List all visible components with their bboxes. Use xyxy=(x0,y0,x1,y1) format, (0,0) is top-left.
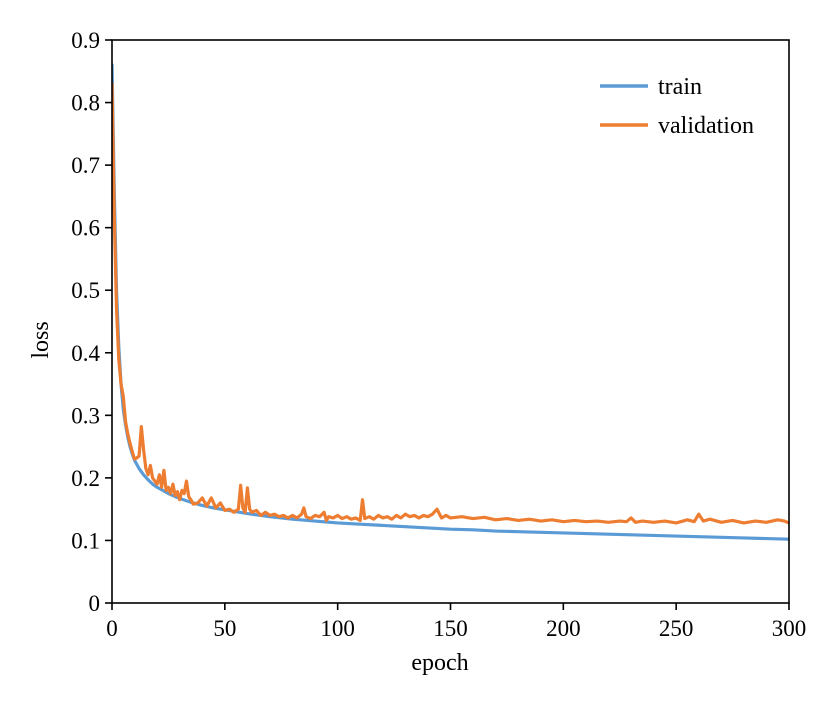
y-tick-label: 0.9 xyxy=(71,28,100,53)
x-tick-label: 0 xyxy=(106,616,118,641)
x-tick-label: 300 xyxy=(772,616,807,641)
y-tick-label: 0.5 xyxy=(71,278,100,303)
y-tick-label: 0 xyxy=(89,591,101,616)
y-tick-label: 0.8 xyxy=(71,91,100,116)
tick-labels: 0 50 100 150 200 250 300 0 0.1 0.2 0.3 0.4 0.5 0.6 0.7… xyxy=(71,28,806,641)
series-layer xyxy=(112,63,789,541)
legend: train validation xyxy=(600,74,754,139)
y-tick-label: 0.7 xyxy=(71,153,100,178)
x-axis-title: epoch xyxy=(411,650,468,676)
legend-label-train: train xyxy=(658,74,702,100)
legend-label-validation: validation xyxy=(658,113,754,139)
axes xyxy=(105,39,790,610)
series-line-validation xyxy=(112,82,789,525)
x-tick-label: 50 xyxy=(213,616,236,641)
x-tick-label: 150 xyxy=(433,616,468,641)
y-tick-label: 0.1 xyxy=(71,528,100,553)
y-axis-title: loss xyxy=(28,321,54,358)
y-tick-label: 0.4 xyxy=(71,341,100,366)
y-tick-label: 0.3 xyxy=(71,403,100,428)
x-tick-label: 250 xyxy=(659,616,694,641)
x-tick-label: 100 xyxy=(320,616,355,641)
y-tick-label: 0.6 xyxy=(71,216,100,241)
x-tick-label: 200 xyxy=(546,616,581,641)
y-tick-label: 0.2 xyxy=(71,466,100,491)
